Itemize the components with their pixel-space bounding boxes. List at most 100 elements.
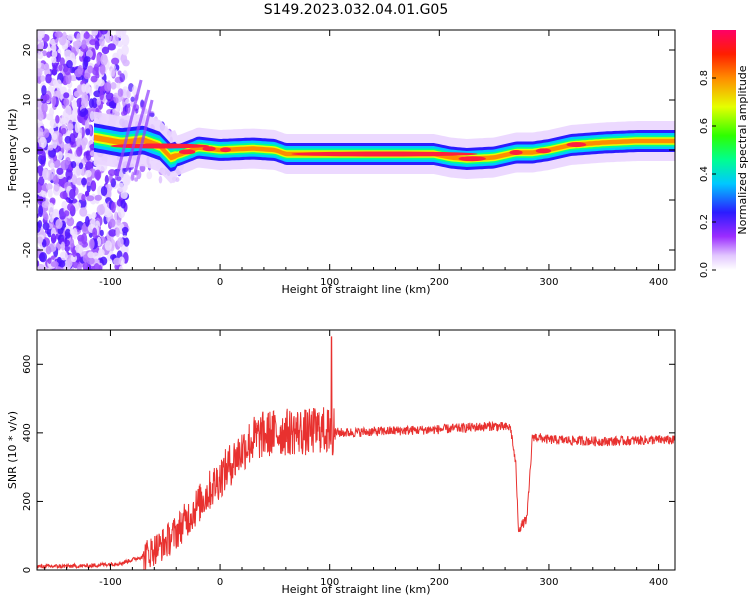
noise-blob [83,56,91,63]
noise-blob [37,221,41,233]
noise-blob [78,162,84,170]
noise-blob [92,181,97,192]
x-tick-label: -100 [99,277,122,288]
noise-blob [45,73,52,84]
noise-blob [64,228,71,239]
noise-blob [38,42,44,51]
noise-blob [99,90,104,101]
noise-blob [69,52,76,61]
noise-blob [42,222,50,231]
noise-blob [91,212,97,219]
noise-blob [64,66,71,76]
noise-blob [118,265,124,270]
feature-blob [134,177,139,182]
feature-blob [116,82,121,90]
ridge-peak [509,150,523,155]
noise-blob [110,81,117,90]
noise-blob [47,257,52,264]
noise-blob [84,169,92,178]
feature-blob [131,85,138,96]
x-tick-label: 400 [649,277,668,288]
feature-blob [120,111,127,116]
x-tick-label: -100 [99,577,122,588]
noise-blob [63,210,70,217]
noise-blob [80,108,89,116]
colorbar-axis: 0.0 0.2 0.4 0.6 0.8 [699,70,716,278]
feature-blob [126,104,131,114]
noise-blob [104,82,112,92]
noise-blob [55,114,60,124]
noise-blob [69,228,75,236]
noise-blob [85,49,93,59]
noise-blob [115,227,120,238]
noise-blob [74,68,83,78]
noise-blob [96,54,101,66]
feature-blob [125,175,131,182]
snr-panel: -100 0 100 200 300 400 0 200 400 600 Height of s… [6,329,676,596]
noise-blob [42,128,50,139]
noise-blob [97,248,105,257]
noise-blob [60,117,68,125]
noise-blob [100,30,108,35]
noise-blob [108,229,117,237]
noise-blob [121,226,129,234]
heatmap-y-label: Frequency (Hz) [6,109,19,192]
colorbar-label: Normalized spectral amplitude [736,65,749,234]
ridge-peak [178,149,196,155]
noise-blob [49,107,55,117]
noise-blob [41,101,48,114]
noise-blob [69,188,76,200]
noise-blob [50,261,59,268]
noise-blob [66,123,74,131]
feature-blob [158,175,163,184]
noise-blob [76,263,82,270]
noise-blob [115,30,122,38]
noise-blob [89,111,95,121]
noise-blob [59,57,65,66]
noise-blob [81,83,87,93]
noise-blob [49,162,55,170]
y-tick-label: -20 [22,242,33,258]
noise-blob [67,203,74,212]
noise-blob [83,72,91,80]
noise-blob [84,190,90,197]
streak [133,99,154,176]
noise-blob [37,260,40,267]
noise-blob [103,210,112,218]
noise-blob [87,251,95,259]
noise-blob [58,260,66,268]
noise-blob [94,40,100,50]
noise-blob [95,171,101,181]
noise-blob [100,53,108,66]
noise-blob [66,34,75,41]
streak [114,79,143,181]
noise-blob [37,172,40,181]
noise-blob [56,79,62,92]
noise-blob [41,85,47,96]
noise-blob [58,132,63,145]
colorbar-tick-label: 0.8 [699,70,710,86]
noise-blob [85,82,91,94]
noise-blob [53,182,60,192]
y-tick-label: -10 [22,192,33,208]
feature-blob [109,173,113,184]
noise-blob [89,39,97,46]
noise-blob [37,30,43,41]
colorbar-tick-label: 0.6 [699,118,710,134]
noise-blob [96,98,101,106]
noise-blob [52,64,57,76]
ridge-peak [220,147,232,153]
chart-title: S149.2023.032.04.01.G05 [264,2,449,18]
noise-blob [40,75,46,82]
noise-blob [84,120,90,130]
noise-blob [37,263,45,270]
noise-blob [104,240,112,251]
streak [125,89,151,171]
noise-blob [86,195,95,202]
noise-blob [43,94,50,101]
snr-x-label: Height of straight line (km) [281,583,430,596]
noise-blob [38,205,44,218]
noise-blob [58,64,63,72]
